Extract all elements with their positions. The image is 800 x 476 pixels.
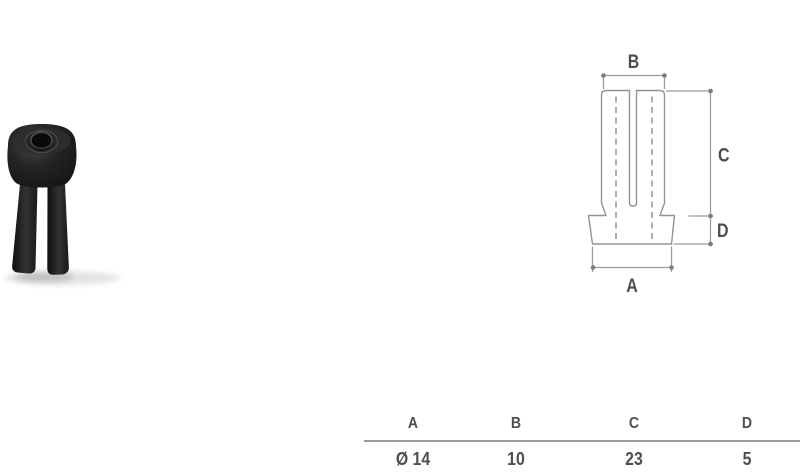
dimension-c-d: C D xyxy=(665,88,730,247)
product-photo xyxy=(4,124,120,285)
technical-drawing: B C D A xyxy=(587,51,730,297)
table-value-a: Ø 14 xyxy=(395,449,431,469)
table-divider xyxy=(364,440,800,442)
table-header-b: B xyxy=(510,415,522,432)
table-header-c: C xyxy=(628,415,640,432)
dimension-b: B xyxy=(601,51,667,90)
dim-label-d: D xyxy=(717,220,729,242)
dim-label-a: A xyxy=(626,275,638,297)
table-header-a: A xyxy=(407,415,419,432)
hole-rim-highlight xyxy=(30,131,53,150)
table-value-d: 5 xyxy=(742,449,752,469)
rivet-right-prong xyxy=(47,184,69,275)
dimension-a: A xyxy=(590,246,674,297)
rivet-hole xyxy=(31,133,52,151)
table-value-c: 23 xyxy=(625,449,643,469)
table-header-d: D xyxy=(741,415,753,432)
rivet-left-prong xyxy=(12,184,38,274)
rivet-outline xyxy=(587,89,676,245)
dim-label-b: B xyxy=(628,51,640,73)
dim-label-c: C xyxy=(718,144,730,166)
table-value-b: 10 xyxy=(507,449,525,469)
